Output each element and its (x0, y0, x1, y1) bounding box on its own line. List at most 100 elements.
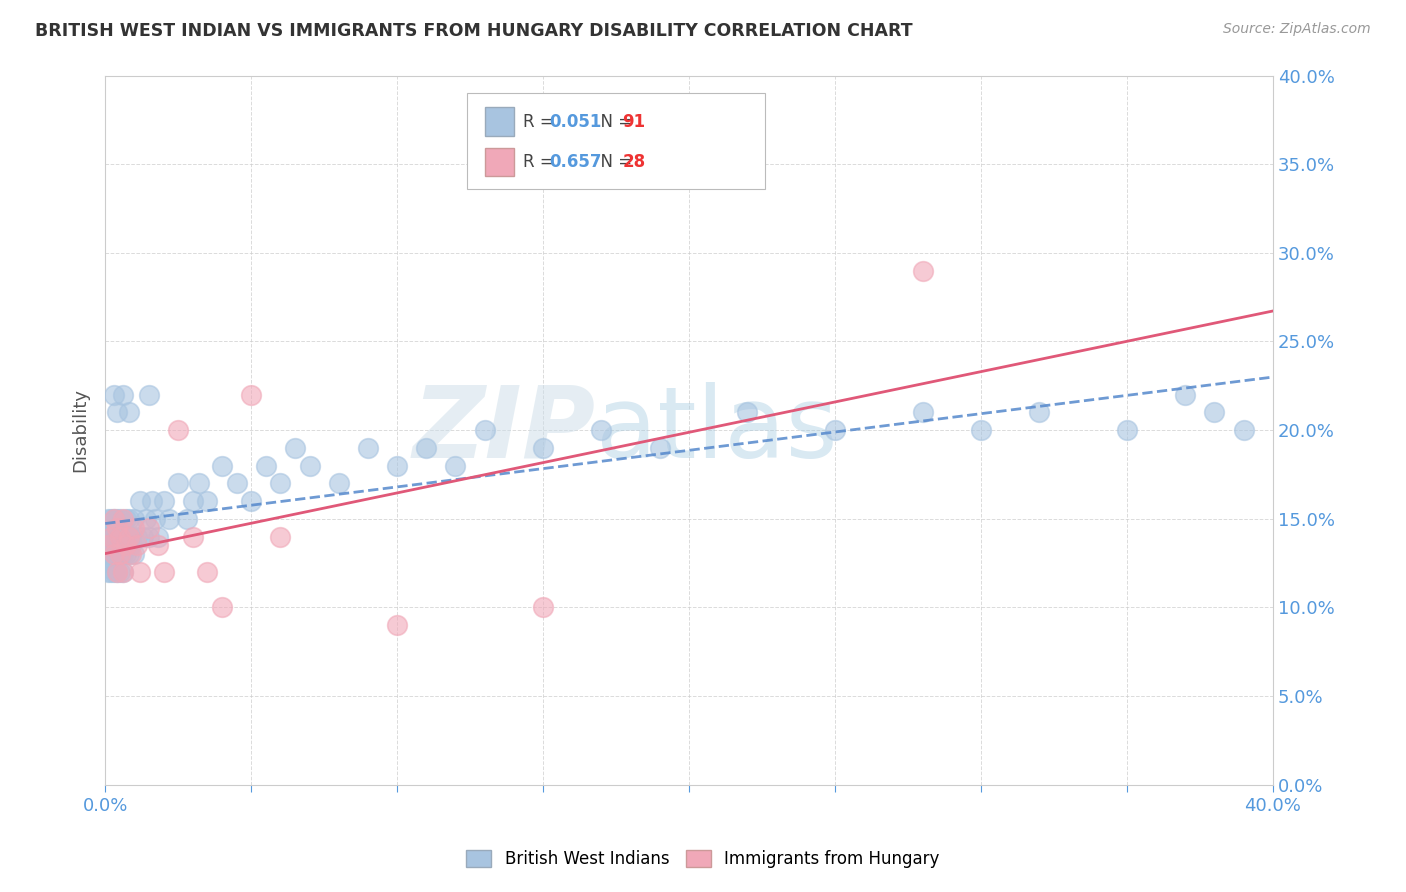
Point (103, 547, 125, 561)
Point (105, 521, 128, 535)
Point (108, 565, 131, 579)
Point (146, 529, 169, 543)
Point (114, 547, 136, 561)
Text: atlas: atlas (596, 382, 837, 479)
Point (103, 512, 125, 526)
Point (127, 538, 149, 552)
Point (117, 529, 139, 543)
Point (114, 529, 136, 543)
Point (111, 387, 134, 401)
Point (100, 529, 122, 543)
Point (103, 387, 125, 401)
Text: ZIP: ZIP (412, 382, 596, 479)
Point (97, 538, 120, 552)
Point (111, 565, 134, 579)
Point (1028, 405, 1050, 419)
Point (135, 512, 157, 526)
Point (100, 565, 122, 579)
Point (531, 600, 554, 615)
Point (195, 565, 218, 579)
Point (824, 423, 846, 437)
Point (138, 529, 160, 543)
Point (100, 529, 122, 543)
Bar (485, 148, 513, 177)
Point (911, 405, 934, 419)
Point (97, 538, 120, 552)
Point (1174, 387, 1197, 401)
Point (100, 547, 122, 561)
Legend: British West Indians, Immigrants from Hungary: British West Indians, Immigrants from Hu… (460, 843, 946, 875)
Point (108, 547, 131, 561)
Point (114, 538, 136, 552)
Point (124, 512, 146, 526)
Point (117, 547, 139, 561)
Point (105, 529, 128, 543)
Point (103, 547, 125, 561)
Point (103, 565, 125, 579)
Point (105, 565, 128, 579)
Point (648, 441, 671, 455)
Point (105, 521, 128, 535)
Point (444, 458, 467, 473)
Point (240, 494, 263, 508)
Point (100, 521, 122, 535)
Point (1232, 423, 1254, 437)
Point (269, 529, 291, 543)
Point (108, 547, 131, 561)
Point (100, 538, 122, 552)
Point (181, 494, 204, 508)
Text: N =: N = (589, 112, 637, 130)
Text: 91: 91 (623, 112, 645, 130)
Text: 0.051: 0.051 (548, 112, 602, 130)
Y-axis label: Disability: Disability (72, 388, 89, 472)
Point (167, 476, 190, 491)
Point (911, 263, 934, 277)
Point (298, 458, 321, 473)
Point (111, 547, 134, 561)
Point (254, 458, 277, 473)
Point (141, 494, 163, 508)
Point (176, 512, 198, 526)
Point (159, 512, 181, 526)
Point (138, 387, 160, 401)
Text: R =: R = (523, 153, 560, 171)
Point (152, 494, 174, 508)
Text: 0.657: 0.657 (548, 153, 602, 171)
Point (415, 441, 437, 455)
Point (211, 600, 233, 615)
Point (1115, 423, 1137, 437)
Point (100, 512, 122, 526)
Point (124, 521, 146, 535)
Point (474, 423, 496, 437)
Point (132, 529, 155, 543)
Text: BRITISH WEST INDIAN VS IMMIGRANTS FROM HUNGARY DISABILITY CORRELATION CHART: BRITISH WEST INDIAN VS IMMIGRANTS FROM H… (35, 22, 912, 40)
Point (187, 476, 209, 491)
Point (970, 423, 993, 437)
Point (108, 529, 131, 543)
Point (114, 512, 136, 526)
Point (105, 512, 128, 526)
Point (97, 529, 120, 543)
Point (103, 512, 125, 526)
Point (100, 556, 122, 570)
Point (103, 529, 125, 543)
Bar (485, 107, 513, 136)
Point (121, 547, 143, 561)
Point (100, 547, 122, 561)
Point (103, 538, 125, 552)
Point (1204, 405, 1226, 419)
Point (108, 538, 131, 552)
Point (111, 565, 134, 579)
Point (100, 529, 122, 543)
Point (240, 387, 263, 401)
Point (103, 547, 125, 561)
Point (111, 521, 134, 535)
Point (111, 512, 134, 526)
Point (117, 405, 139, 419)
Text: 28: 28 (623, 153, 645, 171)
Point (97, 512, 120, 526)
Point (138, 521, 160, 535)
Point (121, 538, 143, 552)
Point (357, 441, 380, 455)
Text: R =: R = (523, 112, 560, 130)
